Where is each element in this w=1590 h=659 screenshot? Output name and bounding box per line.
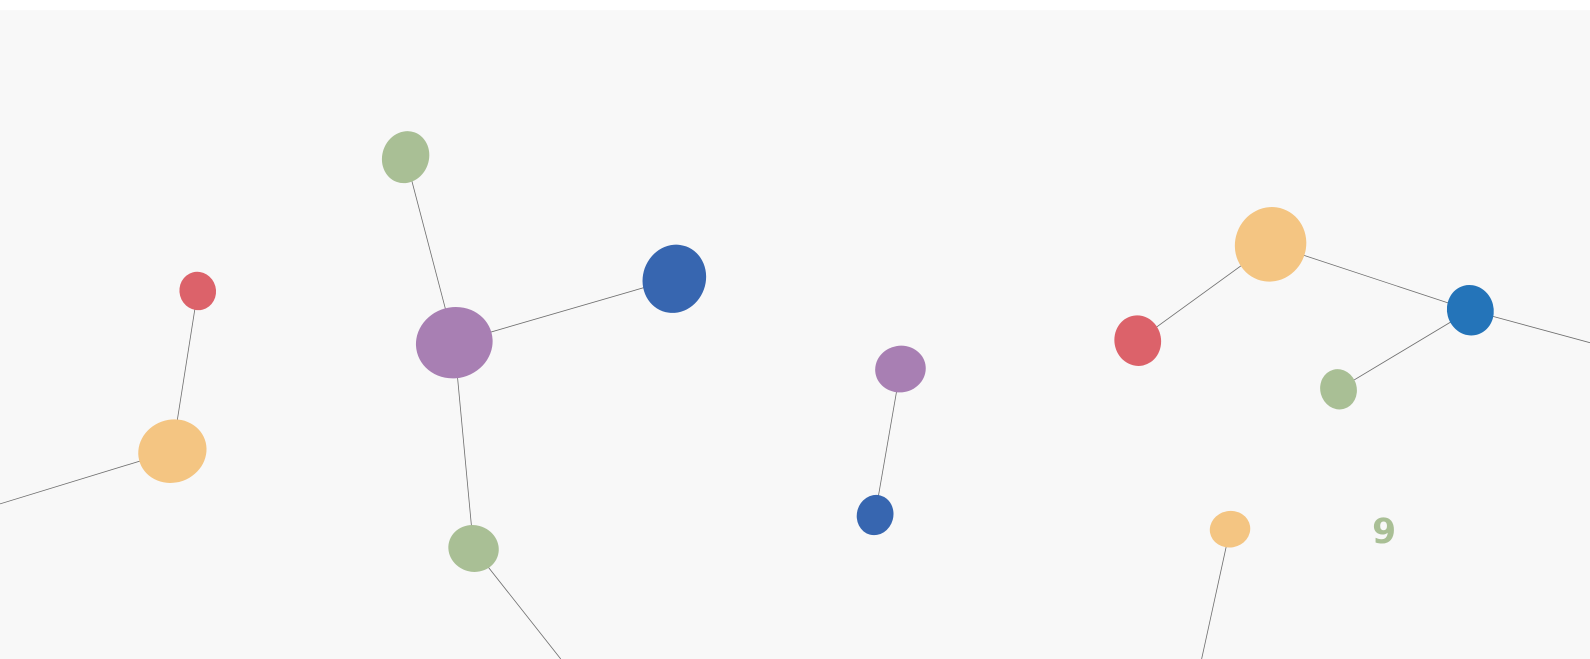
- background: [0, 10, 1590, 659]
- badge-number: 9: [1372, 512, 1396, 552]
- network-graphic: 9: [0, 0, 1590, 659]
- page: {"badge": {"text": "9"}} 9 (() => { cons…: [0, 0, 1590, 659]
